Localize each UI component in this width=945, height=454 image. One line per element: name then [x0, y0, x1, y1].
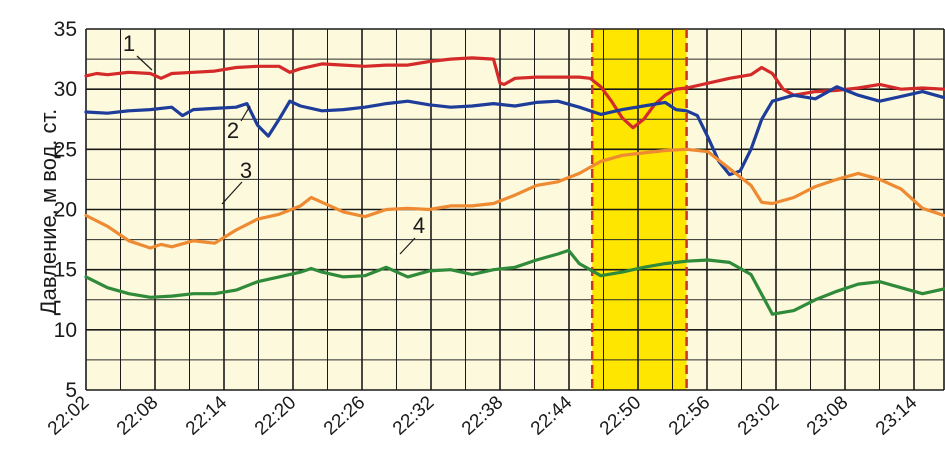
x-tick-label-6: 22:38: [458, 392, 507, 439]
x-tick-label-5: 22:32: [389, 392, 438, 439]
series-line-3: [84, 147, 945, 250]
x-tick-label-1: 22:08: [113, 392, 162, 439]
y-tick-label-3: 20: [54, 199, 77, 222]
series-label-leader-4: [399, 237, 416, 255]
series-label-1: 1: [123, 31, 135, 56]
series-label-3: 3: [240, 158, 252, 183]
y-tick-label-5: 30: [54, 78, 77, 101]
x-tick-labels: 22:02 22:08 22:14 22:20 22:26 22:32 22:38 22:44…: [44, 392, 945, 440]
x-tick-label-4: 22:26: [320, 392, 369, 439]
y-axis-label: Давление, м вод. ст.: [36, 109, 61, 316]
series-layer: [84, 56, 945, 316]
x-tick-label-7: 22:44: [527, 392, 577, 440]
x-tick-label-11: 23:08: [803, 392, 852, 439]
x-tick-label-3: 22:20: [251, 392, 300, 439]
y-tick-label-1: 10: [54, 319, 77, 342]
y-tick-label-2: 15: [54, 259, 77, 282]
series-label-leader-3: [221, 181, 243, 205]
x-tick-label-13: 23:20: [941, 392, 945, 439]
series-label-leader-1: [136, 55, 153, 71]
x-tick-label-2: 22:14: [182, 392, 232, 440]
series-label-2: 2: [227, 118, 239, 143]
y-tick-label-0: 5: [65, 379, 77, 402]
series-line-2: [84, 85, 945, 177]
y-tick-label-6: 35: [54, 18, 77, 41]
grid-layer: [85, 28, 945, 391]
x-tick-label-10: 23:02: [734, 392, 783, 439]
x-tick-label-8: 22:50: [596, 392, 645, 439]
x-tick-label-12: 23:14: [872, 392, 922, 440]
series-line-4: [84, 248, 945, 316]
y-tick-labels: 5 10 15 20 25 30 35: [54, 18, 77, 402]
series-label-layer: 1 23 4: [123, 31, 425, 255]
series-label-leader-2: [240, 105, 251, 122]
x-tick-label-9: 22:56: [665, 392, 714, 439]
series-line-1: [84, 56, 945, 130]
y-tick-label-4: 25: [54, 138, 77, 161]
series-label-4: 4: [413, 213, 425, 238]
